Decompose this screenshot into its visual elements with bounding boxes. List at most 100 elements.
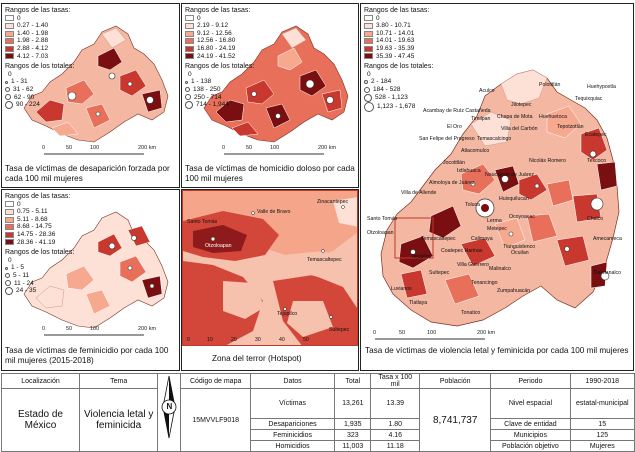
legend-total-row: 184 - 528: [364, 86, 433, 94]
place-label: Huehypoxtla: [587, 84, 616, 90]
caption-feminicidio: Tasa de víctimas de feminicidio por cada…: [5, 346, 177, 366]
legend-rate-row: 16.80 - 24.19: [185, 45, 254, 53]
place-label: Ocoyoacac: [509, 214, 535, 220]
legend-rate-row: 1.40 - 1.98: [5, 30, 74, 38]
dato-tasa: 4.16: [370, 429, 421, 441]
place-label: Jilotepec: [511, 102, 532, 108]
place-label: Malinalco: [489, 266, 511, 272]
map-panel-feminicidio: Rangos de las tasas: 0 0.75 - 5.11 5.11 …: [1, 189, 180, 371]
scale-tick: 0: [42, 326, 46, 332]
dato-label: Desapariciones: [249, 418, 336, 430]
place-label: Temascalcingo: [477, 136, 512, 142]
datos-header: Datos: [249, 373, 336, 389]
legend-total-row: 1 - 31: [5, 78, 74, 86]
tasa-header: Tasa x 100 mil: [370, 373, 421, 389]
place-label: Coatepec Harinas: [441, 248, 483, 254]
place-label: Santo Tomás: [367, 216, 398, 222]
legend-rate-row: 5.11 - 8.68: [5, 216, 74, 224]
meta-value: 15: [569, 418, 635, 430]
place-label: Villa Guerrero: [457, 262, 489, 268]
place-label: Otzoloapan: [367, 230, 394, 236]
place-label: Acambay de Ruíz Castañeda: [423, 108, 491, 114]
axis-tick: 40: [279, 337, 285, 343]
place-label: Chapa de Mota: [497, 114, 533, 120]
axis-tick: 0: [187, 337, 190, 343]
place-label: Huixquilucan: [499, 196, 529, 202]
legend-rate-row: 14.01 - 19.63: [364, 37, 433, 45]
legend-total-row: 31 - 62: [5, 86, 74, 94]
legend-rates-title: Rangos de las tasas:: [185, 7, 251, 14]
place-label: Calimaya: [471, 236, 493, 242]
place-label: El Oro: [447, 124, 462, 130]
state-map-desaparicion: [23, 25, 169, 155]
north-arrow: N: [157, 373, 182, 452]
place-label: Amecameca: [593, 236, 622, 242]
place-label: Texcoco: [587, 158, 607, 164]
caption-desaparicion: Tasa de víctimas de desaparición forzada…: [5, 164, 177, 184]
legend-desaparicion: Rangos de las tasas: 0 0.27 - 1.40 1.40 …: [5, 7, 75, 110]
legend-rate-row: 35.39 - 47.45: [364, 53, 433, 61]
scale-tick: 50: [66, 326, 73, 332]
dato-label: Víctimas: [249, 388, 336, 419]
hotspot-map-frame: Santo Tomás Valle de Bravo Zinacantepec …: [182, 190, 358, 346]
legend-rates-title: Rangos de las tasas:: [364, 7, 430, 14]
meta-label: Nivel espacial: [490, 388, 571, 419]
place-label: Nicolás Romero: [529, 158, 566, 164]
place-label: Tepotzotlán: [557, 124, 584, 130]
legend-total-row: 11 - 24: [5, 280, 74, 288]
legend-rate-row: 2.19 - 9.12: [185, 22, 254, 30]
scale-tick: 100: [90, 145, 100, 151]
place-label: Otzoloapan: [205, 243, 232, 249]
north-arrow-icon: [162, 375, 177, 439]
place-label: San Felipe del Progreso: [419, 136, 475, 142]
legend-rate-row: 0: [364, 15, 433, 23]
place-label: Tianguistenco: [503, 244, 536, 250]
place-label: Villa de Allende: [401, 190, 437, 196]
scale-tick: 200 km: [318, 145, 337, 151]
legend-total-row: 528 - 1,123: [364, 93, 433, 102]
legend-total-row: 1 - 138: [185, 78, 254, 86]
legend-rate-row: 0.27 - 1.40: [5, 22, 74, 30]
place-label: Chalco: [587, 216, 604, 222]
info-table: Localización Tema N Código de mapa Datos…: [1, 373, 635, 452]
periodo-value: 1990-2018: [569, 373, 635, 389]
axis-tick: 10: [207, 337, 213, 343]
legend-rate-row: 19.63 - 35.39: [364, 45, 433, 53]
periodo-header: Periodo: [490, 373, 571, 389]
state-map-letal: [375, 69, 620, 340]
scale-tick: 100: [270, 145, 280, 151]
legend-feminicidio: Rangos de las tasas: 0 0.75 - 5.11 5.11 …: [5, 193, 74, 296]
meta-value: 125: [569, 429, 635, 441]
legend-rate-row: 0: [5, 201, 74, 209]
scale-tick: 50: [246, 145, 253, 151]
map-panel-homicidio: Rangos de las tasas: 0 2.19 - 9.12 9.12 …: [181, 3, 359, 188]
scale-tick: 200 km: [477, 330, 496, 336]
north-letter: N: [166, 402, 173, 411]
place-label: Almoloya de Juárez: [429, 180, 475, 186]
place-label: Zinacantepec: [317, 199, 349, 205]
legend-total-row: 0: [8, 70, 12, 78]
place-label: Temascaltepec: [307, 257, 342, 263]
place-label: Temascaltepec: [421, 236, 456, 242]
poblacion-value: 8,741,737: [419, 388, 492, 452]
scale-tick: 100: [90, 326, 100, 332]
place-label: Toluca: [465, 202, 480, 208]
legend-total-row: 0: [367, 70, 371, 78]
dato-total: 1,935: [334, 418, 372, 430]
dato-tasa: 13.39: [370, 388, 421, 419]
legend-rate-row: 9.12 - 12.56: [185, 30, 254, 38]
map-panel-desaparicion: Rangos de las tasas: 0 0.27 - 1.40 1.40 …: [1, 3, 180, 188]
legend-rate-row: 0: [5, 15, 74, 23]
scale-tick: 0: [42, 145, 46, 151]
codigo-value: 15MVVLF9018: [180, 388, 251, 452]
place-label: Huehuetoca: [539, 114, 567, 120]
legend-total-row: 62 - 90: [5, 94, 74, 102]
legend-total-row: 250 - 714: [185, 94, 254, 102]
legend-totals-title: Rangos de los totales:: [5, 63, 75, 71]
localizacion-header: Localización: [1, 373, 80, 389]
legend-rates-title: Rangos de las tasas:: [5, 193, 71, 200]
place-label: Villa del Carbón: [501, 126, 538, 132]
place-label: Aculco: [479, 88, 495, 94]
legend-rate-row: 24.19 - 41.52: [185, 53, 254, 61]
legend-total-row: 714 - 1,944: [185, 101, 254, 110]
